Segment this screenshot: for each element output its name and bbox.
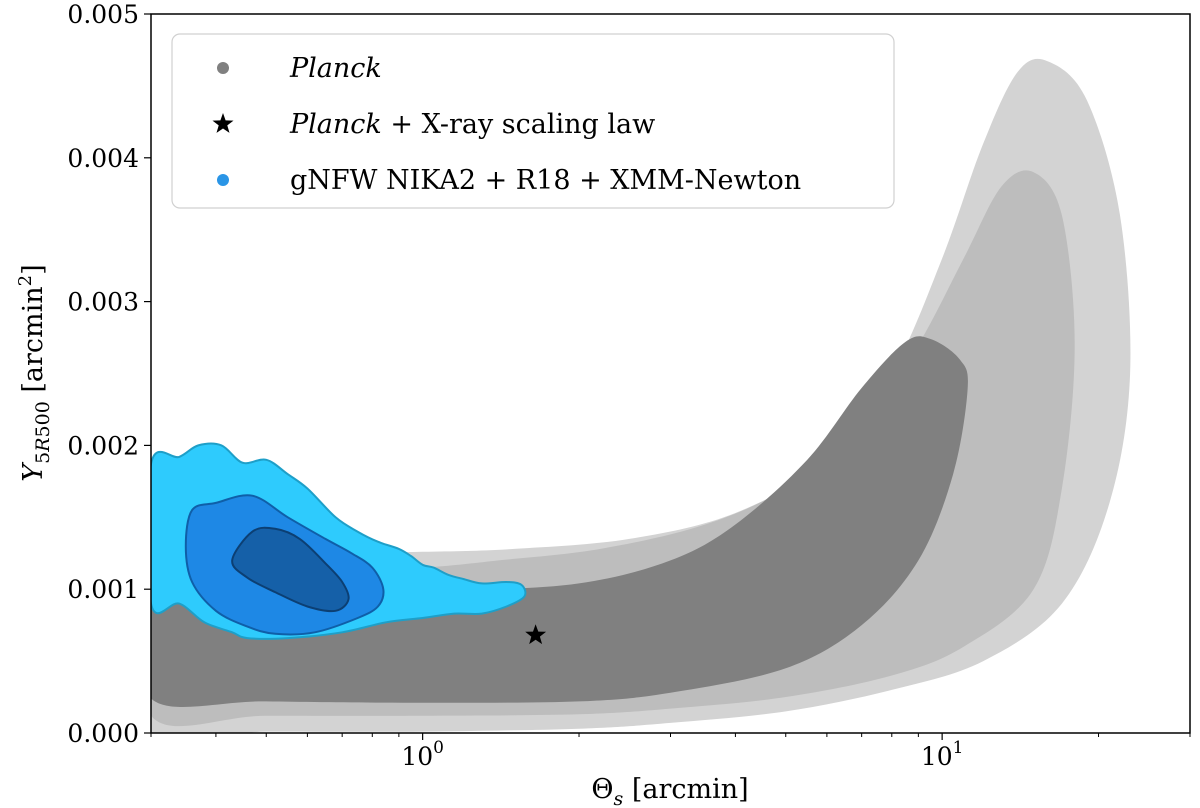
y-tick-label: 0.003 xyxy=(67,288,139,317)
x-axis: 100 101 xyxy=(150,733,1191,771)
legend-box xyxy=(171,33,895,209)
legend-label-gnfw: gNFW NIKA2 + R18 + XMM-Newton xyxy=(290,165,801,196)
y-tick-label: 0.000 xyxy=(67,719,139,748)
legend-marker-planck xyxy=(217,62,229,74)
legend: Planck Planck + X-ray scaling law gNFW NIK… xyxy=(171,33,895,209)
y-tick-label: 0.004 xyxy=(67,144,139,173)
legend-entry-planck: Planck xyxy=(217,53,382,84)
legend-marker-planck-xray xyxy=(212,113,234,133)
legend-entry-gnfw: gNFW NIKA2 + R18 + XMM-Newton xyxy=(217,165,801,196)
point-layer xyxy=(525,624,547,645)
x-tick-label: 101 xyxy=(921,738,964,771)
legend-marker-gnfw xyxy=(217,174,229,186)
legend-label-planck-xray: Planck + X-ray scaling law xyxy=(289,109,655,140)
y-axis: 0.000 0.001 0.002 0.003 0.004 0.005 xyxy=(67,0,151,748)
contour-inner xyxy=(231,526,350,613)
series-gnfw-nika2-r18-xmm-newton xyxy=(151,442,527,640)
data-point-star xyxy=(525,624,547,645)
contour-layer xyxy=(151,58,1131,733)
y-tick-label: 0.005 xyxy=(67,0,139,29)
x-tick-label: 100 xyxy=(401,738,444,771)
x-axis-label: Θs [arcmin] xyxy=(591,774,748,808)
y-axis-label: Y5R500 [arcmin2] xyxy=(15,264,54,481)
legend-label-planck: Planck xyxy=(289,53,382,84)
legend-entry-planck-xray: Planck + X-ray scaling law xyxy=(212,109,655,140)
y-tick-label: 0.001 xyxy=(67,575,139,604)
y-tick-label: 0.002 xyxy=(67,431,139,460)
